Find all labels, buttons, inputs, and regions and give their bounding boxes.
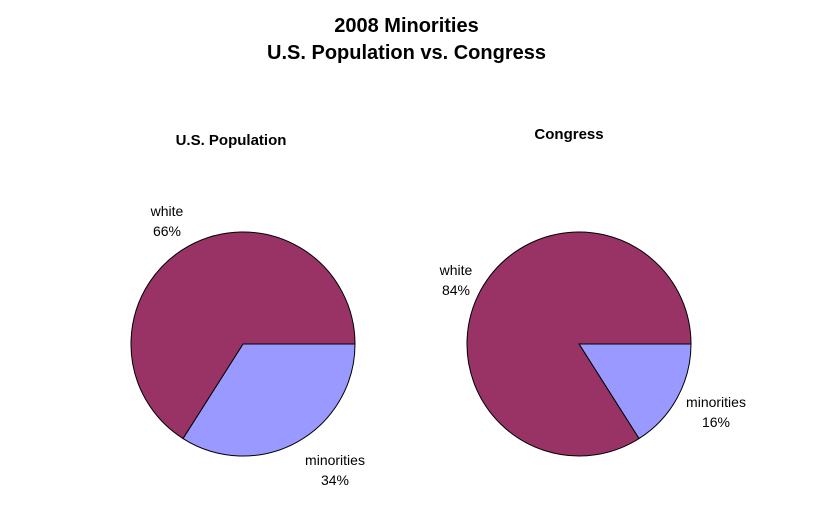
pie-title-congress: Congress [534, 126, 603, 143]
pie-congress [466, 231, 692, 457]
pie-title-us-population: U.S. Population [176, 132, 287, 149]
label-congress-white-name: white [439, 262, 473, 278]
pie-slice-congress-minorities [578, 343, 692, 440]
label-congress-minorities-name: minorities [686, 394, 746, 410]
pie-slice-us-minorities [182, 343, 356, 457]
label-us-minorities-pct: 34% [321, 472, 349, 488]
pie-slice-congress-white [466, 231, 692, 457]
label-us-white-name: white [150, 203, 184, 219]
label-us-minorities-name: minorities [305, 452, 365, 468]
pie-slice-us-white [130, 231, 356, 440]
label-congress-white-pct: 84% [442, 282, 470, 298]
label-congress-minorities-pct: 16% [702, 414, 730, 430]
label-us-white-pct: 66% [153, 223, 181, 239]
chart-title-line1: 2008 Minorities [334, 15, 479, 37]
chart-title-line2: U.S. Population vs. Congress [267, 42, 546, 64]
pie-us-population [130, 231, 356, 457]
